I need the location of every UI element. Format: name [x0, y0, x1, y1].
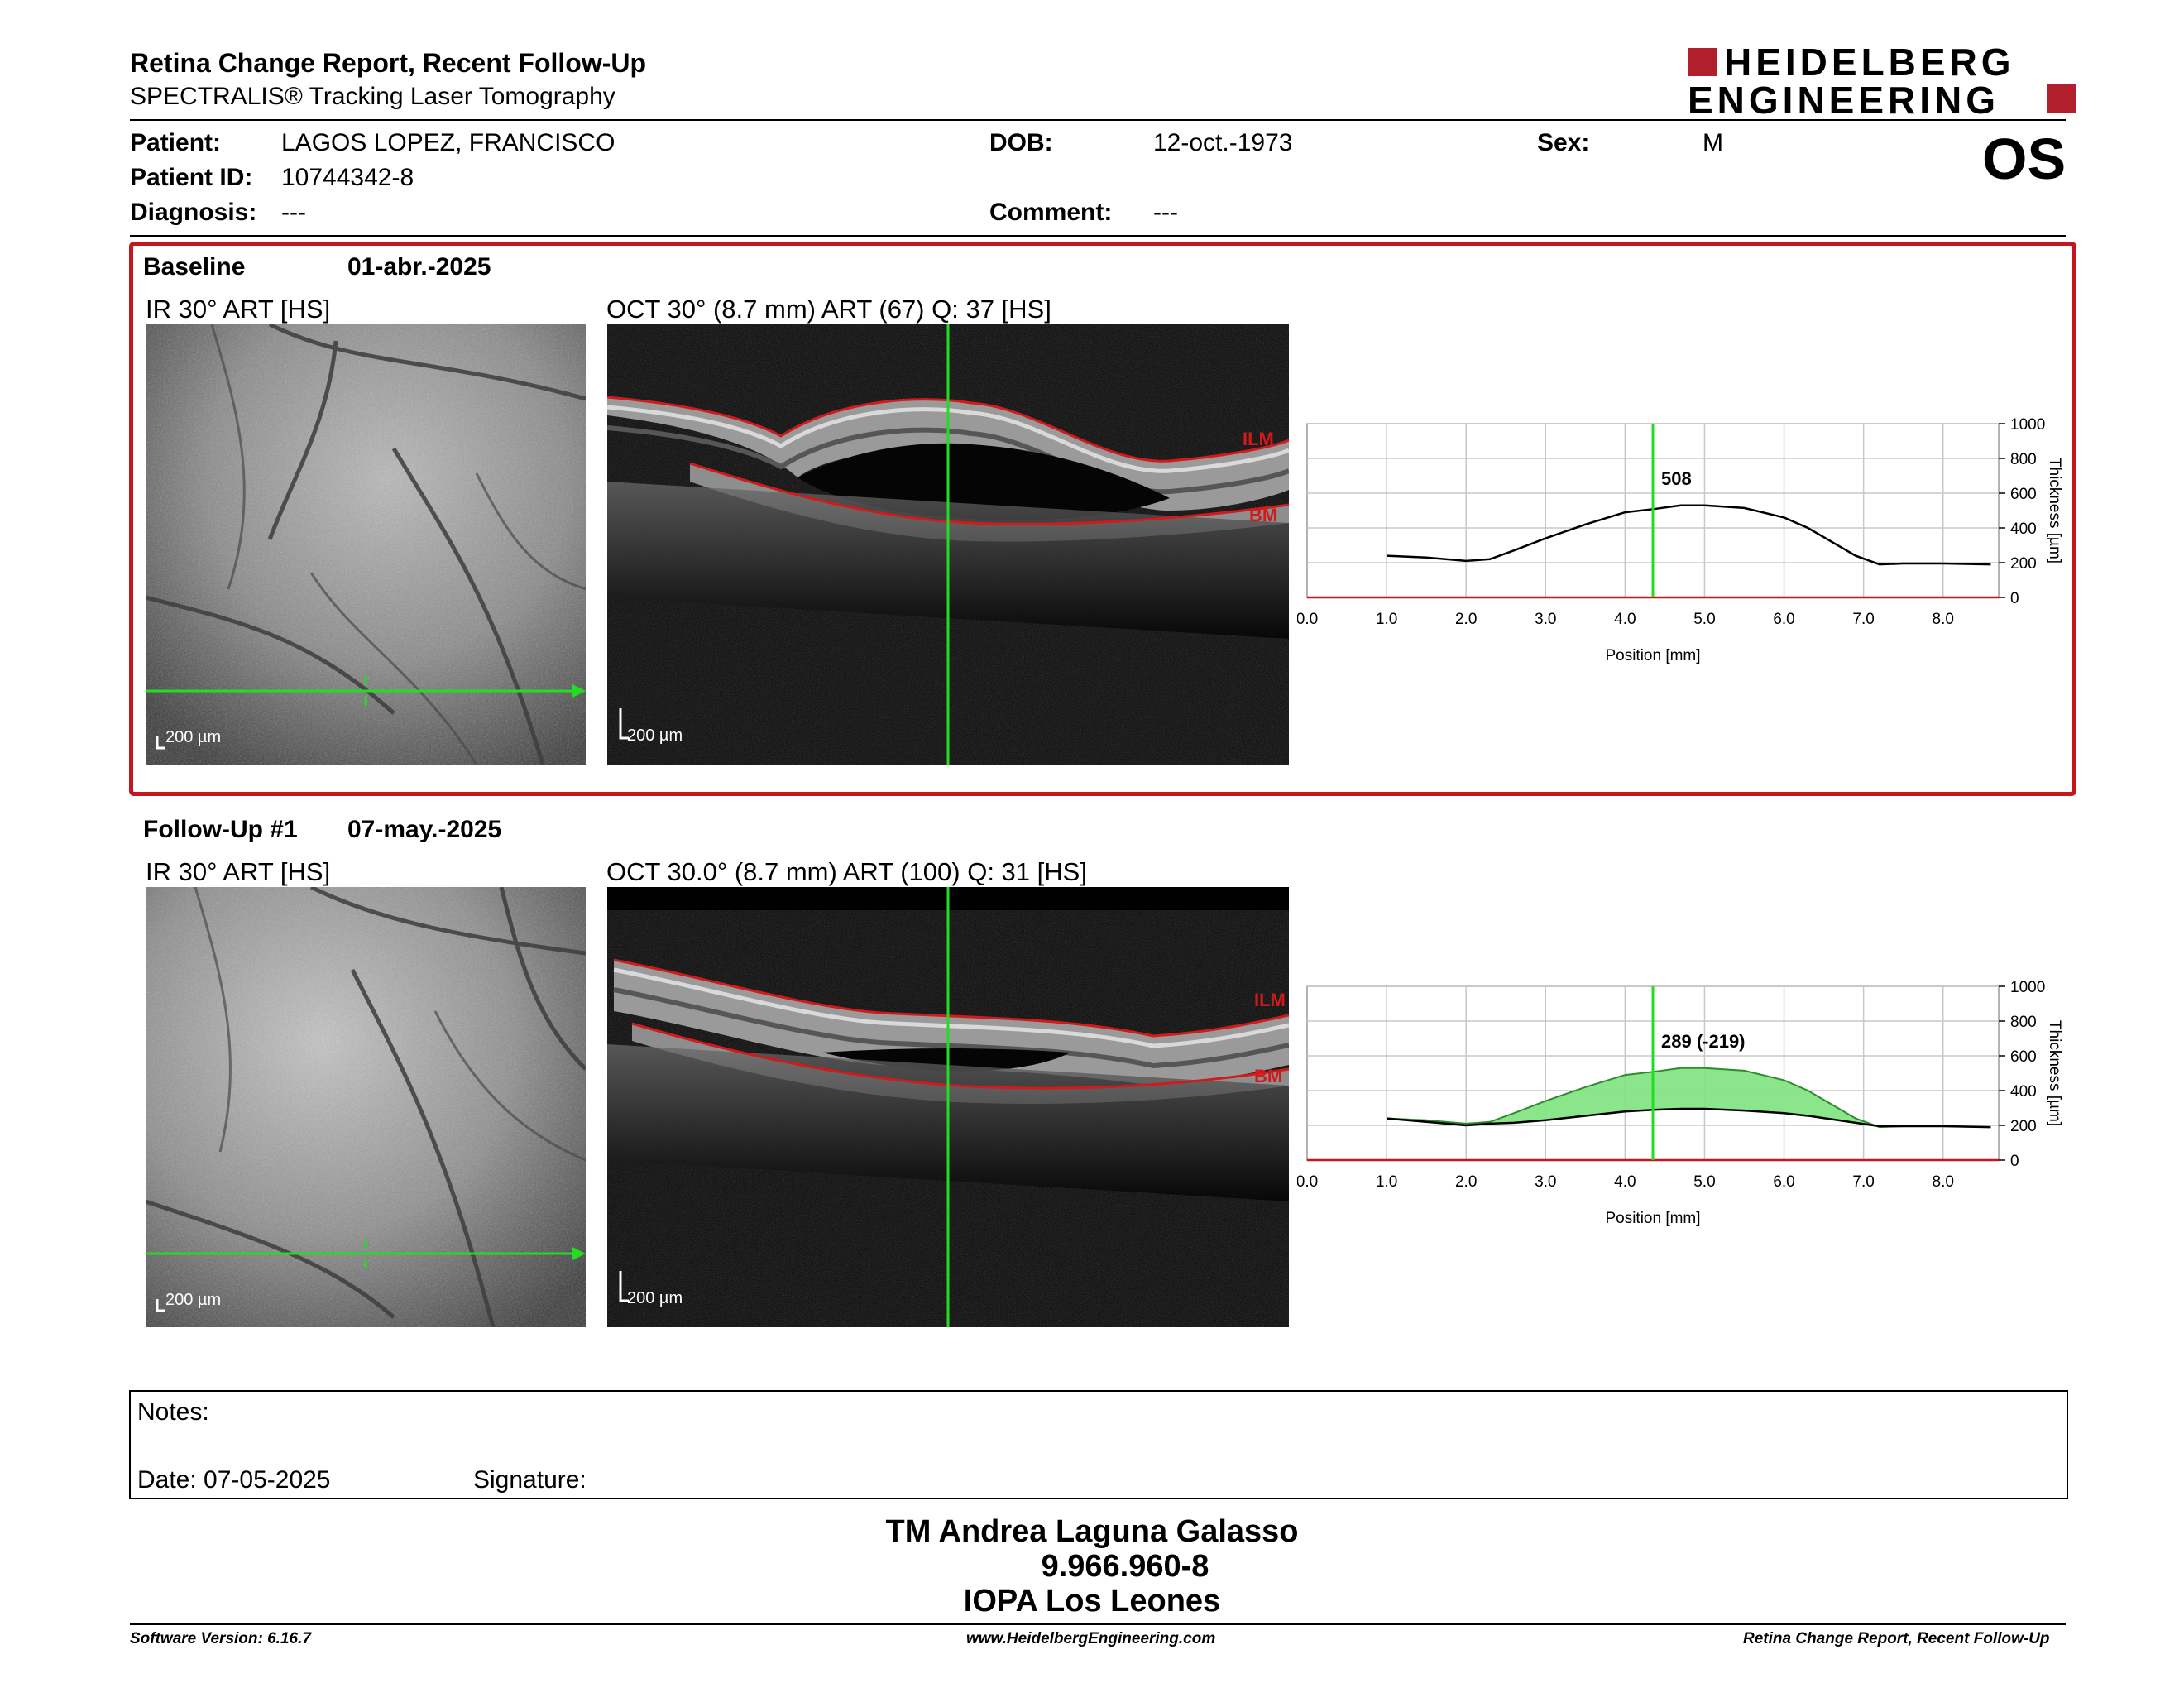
y-tick-label: 0 [2010, 590, 2019, 607]
patient-name: LAGOS LOPEZ, FRANCISCO [281, 129, 615, 156]
report-title: Retina Change Report, Recent Follow-Up [130, 48, 647, 78]
report-subtitle: SPECTRALIS® Tracking Laser Tomography [130, 83, 615, 110]
x-tick-label: 3.0 [1535, 611, 1556, 628]
website-link[interactable]: www.HeidelbergEngineering.com [966, 1630, 1216, 1647]
y-tick-label: 1000 [2010, 416, 2045, 434]
x-tick-label: 0.0 [1297, 1173, 1318, 1191]
x-tick-label: 3.0 [1535, 1173, 1556, 1191]
signer-org: IOPA Los Leones [963, 1584, 1221, 1618]
diagnosis-label: Diagnosis: [130, 199, 257, 226]
signer-id: 9.966.960-8 [1041, 1549, 1209, 1584]
dob-label: DOB: [989, 129, 1053, 156]
followup-ilm-label: ILM [1254, 990, 1286, 1010]
followup-oct-caption: OCT 30.0° (8.7 mm) ART (100) Q: 31 [HS] [606, 857, 1087, 886]
followup-thickness-chart[interactable]: 0.0 1.0 2.0 3.0 4.0 5.0 6.0 7.0 8.0 0 200 400 600 800… [1297, 968, 2075, 1241]
baseline-ir-image[interactable]: 200 µm [146, 324, 586, 765]
x-tick-label: 2.0 [1455, 1173, 1477, 1191]
followup-series-line [1386, 1107, 1991, 1129]
notes-label: Notes: [137, 1398, 209, 1426]
y-tick-label: 600 [2010, 1048, 2037, 1066]
logo-line1: HEIDELBERG [1724, 41, 2015, 84]
logo-line2: ENGINEERING [1688, 79, 2000, 122]
followup-ir-image[interactable]: 200 µm [146, 887, 586, 1327]
logo-square-top [1688, 48, 1717, 76]
y-tick-label: 800 [2010, 1014, 2037, 1031]
baseline-ir-scale: 200 µm [165, 728, 222, 746]
signer-name: TM Andrea Laguna Galasso [885, 1514, 1299, 1549]
header-divider [130, 119, 2066, 121]
diagnosis-value: --- [281, 199, 306, 226]
baseline-date: 01-abr.-2025 [347, 253, 491, 281]
marker-value-label: 289 (-219) [1661, 1031, 1746, 1052]
x-tick-label: 8.0 [1933, 1173, 1954, 1191]
date-label: Date: 07-05-2025 [137, 1466, 331, 1494]
x-tick-label: 4.0 [1614, 611, 1636, 628]
sex-value: M [1703, 129, 1723, 156]
x-tick-label: 6.0 [1773, 611, 1794, 628]
logo-square-bottom [2047, 84, 2076, 113]
signature-label: Signature: [473, 1466, 587, 1494]
x-tick-label: 1.0 [1376, 611, 1397, 628]
patient-label: Patient: [130, 129, 222, 156]
baseline-oct-scale: 200 µm [627, 727, 683, 745]
baseline-oct-caption: OCT 30° (8.7 mm) ART (67) Q: 37 [HS] [606, 295, 1051, 324]
baseline-bm-label: BM [1249, 505, 1278, 525]
baseline-ir-caption: IR 30° ART [HS] [146, 295, 331, 324]
x-tick-label: 0.0 [1297, 611, 1318, 628]
followup-ir-scale: 200 µm [165, 1291, 222, 1309]
y-axis-label: Thickness [µm] [2046, 458, 2063, 563]
software-version: Software Version: 6.16.7 [130, 1630, 311, 1647]
baseline-oct-image[interactable]: ILM BM 200 µm [607, 324, 1289, 765]
y-tick-label: 400 [2010, 1083, 2037, 1101]
x-tick-label: 1.0 [1376, 1173, 1397, 1191]
y-axis-label: Thickness [µm] [2046, 1020, 2063, 1126]
heidelberg-logo: HEIDELBERG ENGINEERING [1688, 41, 2076, 122]
comment-value: --- [1153, 199, 1178, 226]
footer-report-title: Retina Change Report, Recent Follow-Up [1743, 1630, 2050, 1647]
followup-label: Follow-Up #1 [143, 816, 298, 843]
followup-oct-image[interactable]: ILM BM 200 µm [607, 887, 1289, 1327]
comment-label: Comment: [989, 199, 1113, 226]
y-tick-label: 400 [2010, 520, 2037, 538]
thickness-series-line [1387, 504, 1991, 566]
x-tick-label: 5.0 [1693, 611, 1715, 628]
x-axis-label: Position [mm] [1605, 1210, 1700, 1227]
x-tick-label: 6.0 [1773, 1173, 1794, 1191]
x-axis-label: Position [mm] [1605, 647, 1700, 664]
difference-area [1387, 1067, 1991, 1128]
x-tick-label: 4.0 [1614, 1173, 1636, 1191]
eye-indicator: OS [1982, 127, 2067, 191]
y-tick-label: 200 [2010, 1118, 2037, 1135]
x-tick-label: 2.0 [1455, 611, 1477, 628]
dob-value: 12-oct.-1973 [1153, 129, 1293, 156]
baseline-thickness-chart[interactable]: 0.0 1.0 2.0 3.0 4.0 5.0 6.0 7.0 8.0 0 200 400 600 800… [1297, 405, 2075, 679]
y-tick-label: 200 [2010, 555, 2037, 573]
sex-label: Sex: [1537, 129, 1590, 156]
followup-date: 07-may.-2025 [347, 816, 502, 843]
patient-id-label: Patient ID: [130, 164, 253, 191]
y-tick-label: 1000 [2010, 979, 2045, 996]
baseline-panel[interactable] [129, 242, 2076, 796]
x-tick-label: 5.0 [1693, 1173, 1715, 1191]
y-tick-label: 600 [2010, 486, 2037, 503]
x-tick-label: 8.0 [1933, 611, 1954, 628]
followup-ir-caption: IR 30° ART [HS] [146, 857, 331, 886]
x-tick-label: 7.0 [1852, 1173, 1874, 1191]
x-tick-label: 7.0 [1852, 611, 1874, 628]
followup-bm-label: BM [1254, 1066, 1283, 1086]
notes-box[interactable]: Notes: Date: 07-05-2025 Signature: [129, 1390, 2068, 1499]
y-tick-label: 800 [2010, 451, 2037, 468]
baseline-label: Baseline [143, 253, 246, 281]
patient-divider [130, 235, 2066, 237]
marker-value-label: 508 [1661, 468, 1692, 489]
baseline-ilm-label: ILM [1243, 429, 1274, 449]
footer-divider [130, 1623, 2066, 1625]
followup-oct-scale: 200 µm [627, 1289, 683, 1307]
y-tick-label: 0 [2010, 1153, 2019, 1170]
patient-id: 10744342-8 [281, 164, 414, 191]
